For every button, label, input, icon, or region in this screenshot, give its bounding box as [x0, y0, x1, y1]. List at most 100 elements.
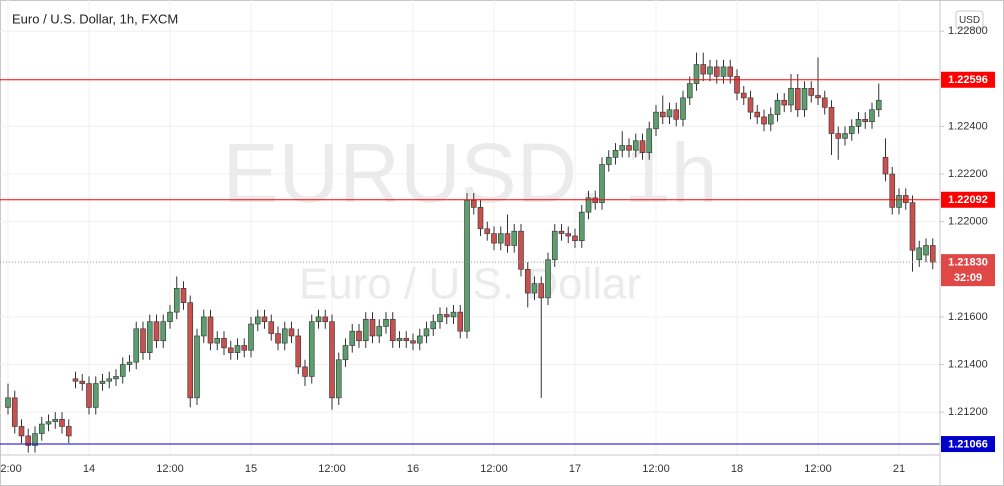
candle-body — [700, 64, 707, 75]
candle-body — [713, 66, 720, 77]
x-tick-label: 21 — [893, 463, 905, 475]
candle-body — [659, 111, 666, 118]
candle-body — [248, 323, 254, 351]
x-tick-label: 12:00 — [804, 463, 832, 475]
candle-body — [362, 318, 369, 342]
candle-body — [160, 321, 167, 342]
candle-body — [133, 328, 140, 363]
candle-body — [443, 314, 450, 318]
candle-body — [295, 335, 302, 368]
candle-body — [781, 99, 788, 106]
candle-body — [302, 366, 308, 377]
x-tick-label: 12:00 — [318, 463, 346, 475]
candle-body — [875, 99, 882, 111]
candle-body — [740, 92, 747, 99]
candle-body — [484, 228, 491, 234]
candle-body — [862, 118, 869, 122]
candle-body — [545, 259, 551, 299]
candle-body — [767, 114, 774, 125]
y-tick-label: 1.22400 — [948, 120, 988, 132]
candle-body — [227, 347, 234, 353]
candle-body — [632, 140, 639, 151]
candle-body — [686, 83, 693, 99]
y-tick-label: 1.21200 — [948, 406, 988, 418]
candle-body — [666, 109, 673, 118]
candle-body — [416, 335, 423, 344]
x-tick-label: 12:00 — [156, 463, 184, 475]
candle-body — [639, 140, 646, 153]
candle-body — [221, 338, 227, 349]
candle-body — [72, 378, 79, 382]
candle-body — [605, 157, 612, 165]
candle-body — [329, 321, 335, 399]
currency-box[interactable] — [955, 10, 984, 30]
candle-body — [734, 76, 740, 94]
candle-body — [349, 330, 356, 346]
candle-body — [342, 345, 349, 361]
candle-body — [450, 311, 457, 318]
candle-body — [241, 345, 248, 351]
candle-body — [518, 230, 524, 270]
candle-body — [119, 364, 126, 377]
level-badge — [941, 71, 995, 88]
currency[interactable]: USD — [959, 15, 980, 26]
candle-body — [18, 426, 25, 437]
candle-body — [558, 230, 565, 234]
candle-body — [254, 316, 261, 325]
candle-body — [437, 314, 443, 322]
countdown: 32:09 — [954, 272, 982, 284]
candle-body — [808, 88, 815, 96]
overlay — [0, 79, 940, 445]
candle-body — [720, 66, 727, 77]
candle-body — [59, 418, 65, 427]
candle-body — [572, 235, 578, 242]
x-tick-label: 17 — [569, 463, 581, 475]
candles — [5, 52, 936, 453]
candle-body — [727, 66, 734, 77]
candle-body — [902, 195, 909, 203]
candle-body — [423, 328, 430, 337]
candle-body — [497, 233, 504, 244]
watermark-symbol: EURUSD, 1h — [223, 126, 718, 220]
candle-body — [389, 318, 396, 342]
candle-body — [788, 88, 794, 106]
x-tick-label: 14 — [83, 463, 95, 475]
level-label: 1.22092 — [948, 194, 988, 206]
candle-body — [25, 435, 32, 446]
y-tick-label: 1.21600 — [948, 311, 988, 323]
candle-body — [167, 311, 173, 322]
candle-body — [815, 95, 821, 99]
candle-body — [774, 99, 781, 115]
x-tick-label: 12:00 — [0, 463, 22, 475]
candle-body — [214, 338, 221, 344]
x-tick-label: 16 — [407, 463, 419, 475]
candle-body — [396, 338, 403, 342]
candle-body — [106, 378, 113, 382]
candle-body — [585, 197, 592, 213]
level-badge — [941, 436, 995, 453]
candle-body — [896, 195, 902, 208]
candle-body — [470, 199, 477, 208]
candle-body — [646, 128, 653, 153]
candle-body — [477, 207, 484, 230]
candle-body — [619, 145, 626, 151]
level-label: 1.21066 — [948, 438, 988, 450]
candle-body — [693, 64, 700, 84]
candle-body — [524, 268, 531, 294]
candle-body — [801, 88, 808, 111]
candle-body — [140, 328, 146, 353]
candle-body — [153, 321, 160, 342]
candle-body — [322, 316, 329, 322]
candle-body — [187, 302, 194, 399]
candle-body — [551, 230, 558, 261]
candle-body — [288, 328, 295, 337]
candle-body — [761, 116, 767, 125]
candle-body — [99, 380, 106, 384]
candle-body — [45, 421, 52, 425]
candle-body — [32, 433, 38, 446]
candle-body — [403, 338, 410, 342]
candle-body — [531, 283, 538, 294]
candle-body — [11, 397, 18, 427]
candle-body — [194, 335, 200, 399]
